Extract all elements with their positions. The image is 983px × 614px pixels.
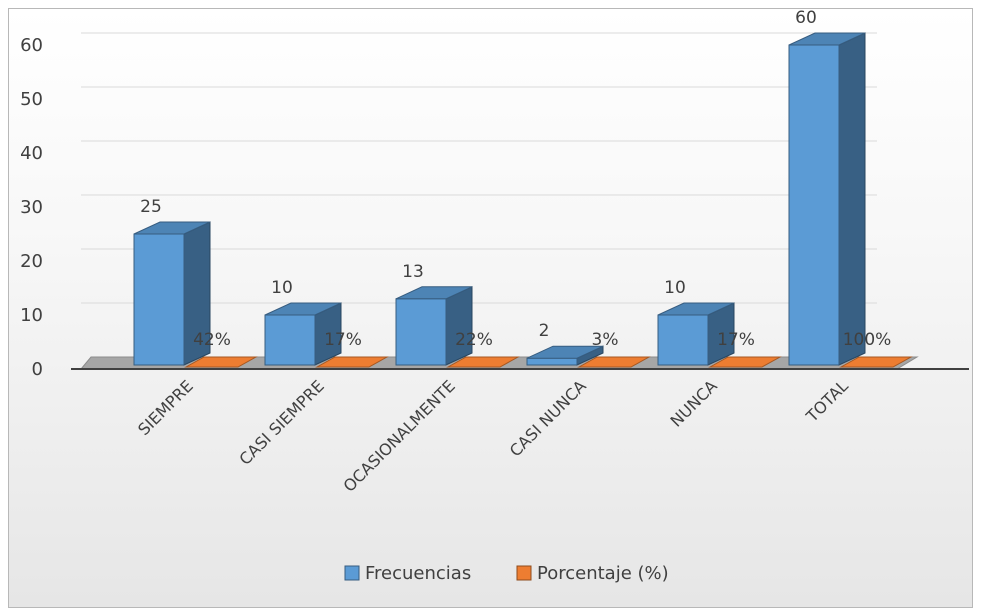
data-label-porcentaje: 100% xyxy=(843,330,892,350)
x-tick-label: NUNCA xyxy=(667,376,721,430)
bar-frecuencias xyxy=(526,357,578,366)
bar-porcentaje xyxy=(446,356,520,368)
x-tick-label: TOTAL xyxy=(802,376,852,426)
bar-frecuencias-top xyxy=(395,286,473,300)
bar-frecuencias-top xyxy=(264,302,342,316)
legend-label-porcentaje: Porcentaje (%) xyxy=(537,563,669,584)
bar-frecuencias xyxy=(133,233,185,366)
bar-frecuencias xyxy=(395,298,447,366)
bar-frecuencias xyxy=(788,44,840,366)
bar-frecuencias-side xyxy=(445,286,473,366)
bar-frecuencias-top xyxy=(526,345,604,359)
y-tick-label: 50 xyxy=(20,89,43,110)
legend-label-frecuencias: Frecuencias xyxy=(365,563,471,584)
y-tick-label: 0 xyxy=(32,359,43,380)
data-label-frecuencias: 2 xyxy=(539,321,550,341)
y-tick-label: 10 xyxy=(20,305,43,326)
bar-frecuencias xyxy=(657,314,709,366)
bar-frecuencias xyxy=(264,314,316,366)
x-tick-label: OCASIONALMENTE xyxy=(339,376,458,495)
y-tick-label: 60 xyxy=(20,35,43,56)
legend-swatch-porcentaje xyxy=(516,565,532,581)
bar-porcentaje xyxy=(184,356,258,368)
bar-frecuencias-side xyxy=(838,32,866,366)
data-label-porcentaje: 17% xyxy=(324,330,362,350)
data-label-frecuencias: 25 xyxy=(140,197,162,217)
data-label-porcentaje: 42% xyxy=(193,330,231,350)
data-label-frecuencias: 10 xyxy=(664,278,686,298)
bar-frecuencias-top xyxy=(133,221,211,235)
x-tick-label: SIEMPRE xyxy=(134,376,197,439)
bar-porcentaje xyxy=(315,356,389,368)
x-tick-label: CASI SIEMPRE xyxy=(235,376,327,468)
y-tick-label: 30 xyxy=(20,197,43,218)
bar-frecuencias-top xyxy=(788,32,866,46)
data-label-porcentaje: 3% xyxy=(592,330,619,350)
data-label-frecuencias: 10 xyxy=(271,278,293,298)
bar-porcentaje xyxy=(708,356,782,368)
y-tick-label: 20 xyxy=(20,251,43,272)
bar-frecuencias-top xyxy=(657,302,735,316)
legend-swatch-frecuencias xyxy=(344,565,360,581)
bar-porcentaje xyxy=(839,356,913,368)
y-tick-label: 40 xyxy=(20,143,43,164)
data-label-porcentaje: 22% xyxy=(455,330,493,350)
data-label-frecuencias: 60 xyxy=(795,9,817,28)
x-tick-label: CASI NUNCA xyxy=(506,376,590,460)
chart-plot: 0 10 20 30 40 50 60 25 42% SIEMPRE 10 17% CASI SIEMP… xyxy=(20,9,969,584)
data-label-frecuencias: 13 xyxy=(402,262,424,282)
data-label-porcentaje: 17% xyxy=(717,330,755,350)
chart-area: 0 10 20 30 40 50 60 25 42% SIEMPRE 10 17% CASI SIEMP… xyxy=(8,8,973,608)
bar-porcentaje xyxy=(577,356,651,368)
